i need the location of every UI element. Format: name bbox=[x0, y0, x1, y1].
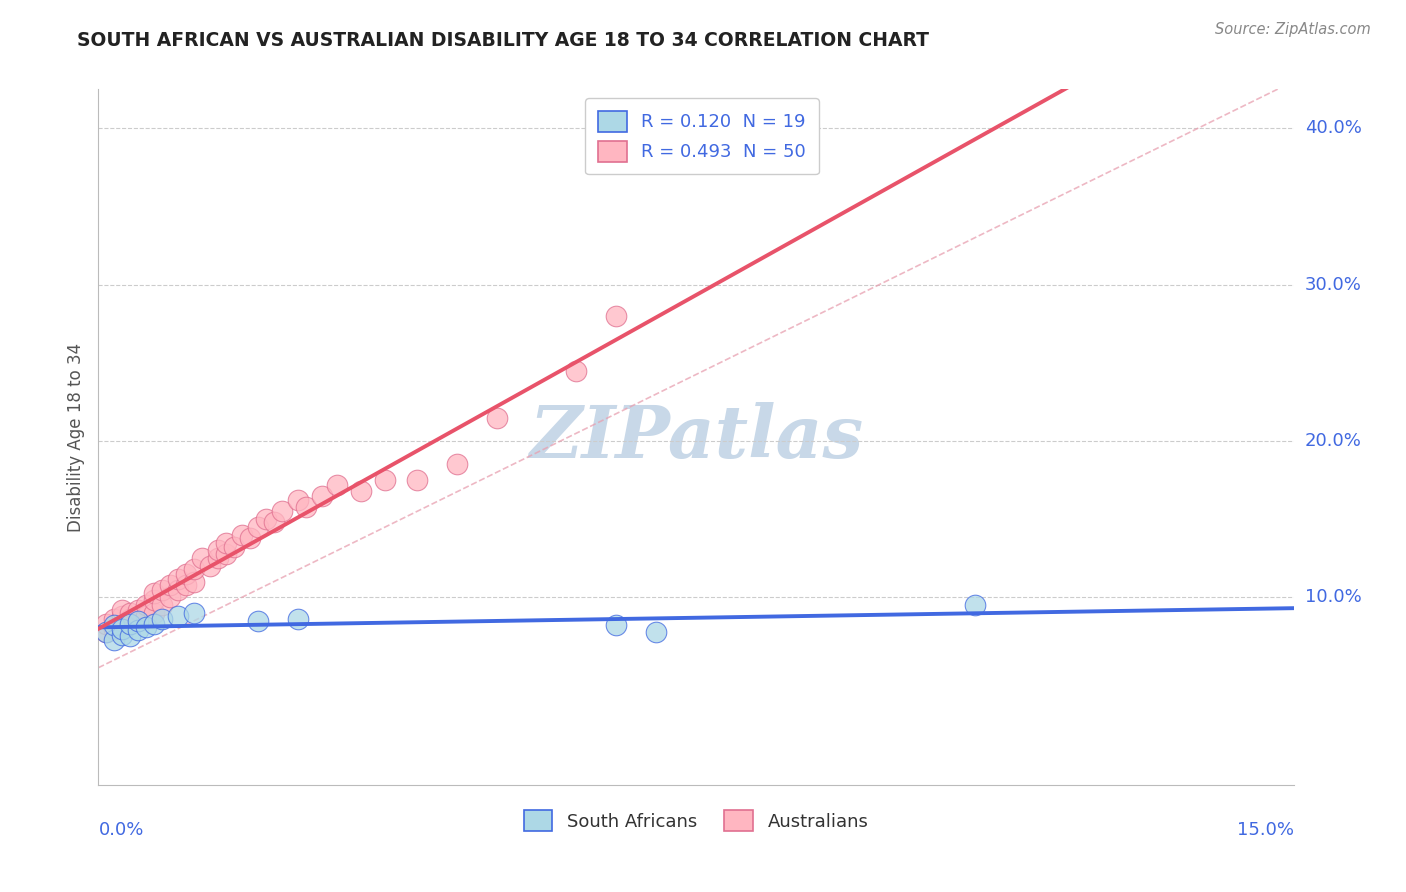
Point bbox=[374, 473, 396, 487]
Point bbox=[111, 628, 134, 642]
Point bbox=[103, 632, 125, 647]
Point bbox=[135, 598, 157, 612]
Point bbox=[246, 520, 269, 534]
Text: 40.0%: 40.0% bbox=[1305, 120, 1361, 137]
Point bbox=[246, 614, 269, 628]
Point bbox=[96, 616, 118, 631]
Point bbox=[127, 614, 149, 628]
Point bbox=[645, 624, 668, 639]
Point bbox=[207, 543, 229, 558]
Point bbox=[231, 528, 253, 542]
Point bbox=[150, 612, 173, 626]
Point bbox=[120, 612, 142, 626]
Point bbox=[287, 493, 309, 508]
Text: 20.0%: 20.0% bbox=[1305, 432, 1361, 450]
Text: Source: ZipAtlas.com: Source: ZipAtlas.com bbox=[1215, 22, 1371, 37]
Point bbox=[143, 616, 166, 631]
Point bbox=[150, 598, 173, 612]
Point bbox=[254, 512, 277, 526]
Point bbox=[198, 559, 221, 574]
Point bbox=[111, 618, 134, 632]
Point bbox=[605, 309, 627, 323]
Point bbox=[96, 624, 118, 639]
Point bbox=[963, 598, 986, 612]
Point bbox=[143, 593, 166, 607]
Text: 30.0%: 30.0% bbox=[1305, 276, 1361, 293]
Point bbox=[215, 547, 238, 561]
Point bbox=[120, 629, 142, 643]
Point bbox=[326, 477, 349, 491]
Point bbox=[239, 531, 262, 545]
Point bbox=[605, 618, 627, 632]
Point bbox=[287, 612, 309, 626]
Point bbox=[222, 541, 245, 555]
Point bbox=[167, 582, 190, 597]
Point bbox=[159, 578, 181, 592]
Point bbox=[127, 623, 149, 637]
Text: SOUTH AFRICAN VS AUSTRALIAN DISABILITY AGE 18 TO 34 CORRELATION CHART: SOUTH AFRICAN VS AUSTRALIAN DISABILITY A… bbox=[77, 31, 929, 50]
Point bbox=[159, 591, 181, 605]
Point bbox=[167, 572, 190, 586]
Point bbox=[103, 612, 125, 626]
Text: 10.0%: 10.0% bbox=[1305, 589, 1361, 607]
Point bbox=[111, 603, 134, 617]
Point bbox=[174, 566, 197, 581]
Point bbox=[167, 609, 190, 624]
Text: 0.0%: 0.0% bbox=[98, 821, 143, 839]
Point bbox=[406, 473, 429, 487]
Point bbox=[127, 614, 149, 628]
Point bbox=[120, 606, 142, 620]
Point bbox=[103, 622, 125, 636]
Point bbox=[120, 616, 142, 631]
Text: ZIPatlas: ZIPatlas bbox=[529, 401, 863, 473]
Point bbox=[270, 504, 292, 518]
Point bbox=[183, 574, 205, 589]
Point bbox=[350, 483, 373, 498]
Point bbox=[143, 585, 166, 599]
Point bbox=[135, 620, 157, 634]
Point bbox=[565, 364, 588, 378]
Point bbox=[263, 516, 285, 530]
Point bbox=[294, 500, 316, 514]
Point bbox=[174, 578, 197, 592]
Point bbox=[96, 624, 118, 639]
Point bbox=[485, 410, 508, 425]
Point bbox=[311, 489, 333, 503]
Point bbox=[183, 606, 205, 620]
Point bbox=[215, 535, 238, 549]
Point bbox=[103, 618, 125, 632]
Point bbox=[127, 603, 149, 617]
Y-axis label: Disability Age 18 to 34: Disability Age 18 to 34 bbox=[66, 343, 84, 532]
Point bbox=[207, 551, 229, 566]
Point bbox=[150, 582, 173, 597]
Point bbox=[111, 622, 134, 636]
Point bbox=[446, 458, 468, 472]
Legend: South Africans, Australians: South Africans, Australians bbox=[516, 804, 876, 838]
Point bbox=[135, 609, 157, 624]
Point bbox=[183, 562, 205, 576]
Point bbox=[111, 609, 134, 624]
Point bbox=[191, 551, 214, 566]
Text: 15.0%: 15.0% bbox=[1236, 821, 1294, 839]
Point bbox=[143, 606, 166, 620]
